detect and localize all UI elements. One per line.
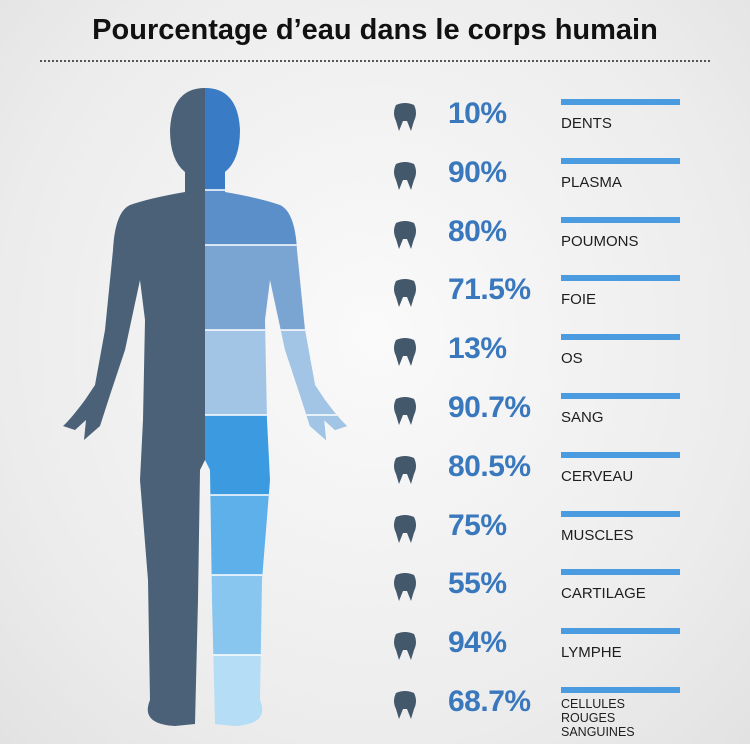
label-bar xyxy=(561,157,680,164)
percent: 71.5% xyxy=(448,273,531,307)
icon xyxy=(394,632,416,661)
label-bar xyxy=(561,275,680,282)
label-bar xyxy=(561,510,680,517)
icon xyxy=(394,691,416,719)
percent: 13% xyxy=(448,332,507,366)
percent: 75% xyxy=(448,508,507,542)
label: SANG xyxy=(561,409,604,426)
icon xyxy=(394,103,416,131)
icon xyxy=(394,455,416,484)
body-right-half xyxy=(205,88,347,726)
percent: 94% xyxy=(448,626,507,660)
label: MUSCLES xyxy=(561,526,634,544)
icon xyxy=(394,397,416,425)
percent: 80.5% xyxy=(448,449,531,483)
label: PLASMA xyxy=(561,173,622,191)
percent: 80% xyxy=(448,214,507,248)
label-bar xyxy=(561,216,680,223)
label: FOIE xyxy=(561,291,597,309)
icon xyxy=(394,161,416,190)
label: OS xyxy=(561,350,583,368)
label: CERVEAU xyxy=(561,467,634,485)
label-bar xyxy=(561,569,680,576)
label-bar xyxy=(561,687,680,693)
body-left-half xyxy=(63,88,205,726)
label: CARTILAGE xyxy=(561,585,646,603)
icon xyxy=(394,279,416,308)
icon xyxy=(394,514,416,543)
label: DENTS xyxy=(561,115,612,132)
label-bar xyxy=(561,393,680,399)
icon xyxy=(394,338,416,367)
label-bar xyxy=(561,99,680,105)
percent: 90% xyxy=(448,155,507,189)
icon xyxy=(394,573,416,602)
label-bar xyxy=(561,451,680,458)
percent: 55% xyxy=(448,567,507,601)
label: LYMPHE xyxy=(561,644,622,662)
percent: 10% xyxy=(448,97,507,130)
percent: 68.7% xyxy=(448,685,531,718)
icon xyxy=(394,220,416,249)
label: CELLULES ROUGES SANGUINES xyxy=(561,697,635,739)
label-bar xyxy=(561,628,680,635)
label: POUMONS xyxy=(561,232,639,250)
title: Pourcentage d’eau dans le corps humain xyxy=(92,14,658,46)
percent: 90.7% xyxy=(448,391,531,424)
label-bar xyxy=(561,334,680,341)
dotted-rule xyxy=(40,60,710,62)
